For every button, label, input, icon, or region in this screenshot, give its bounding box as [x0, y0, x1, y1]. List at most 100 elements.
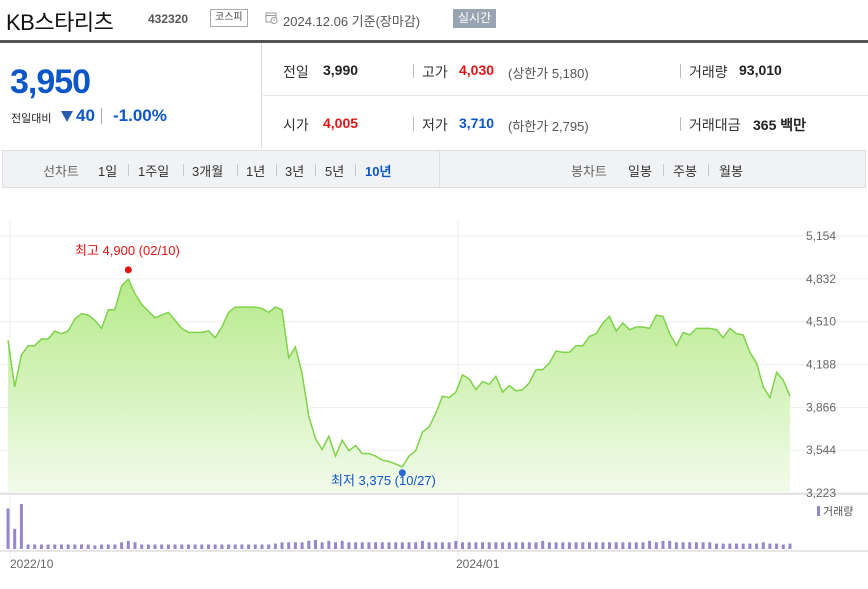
volume-bar — [634, 542, 638, 550]
tab-5y[interactable]: 5년 — [325, 164, 345, 179]
divider — [680, 64, 681, 78]
volume-bar — [33, 544, 37, 549]
volume-bar — [193, 544, 197, 549]
volume-bar — [220, 544, 224, 549]
volume-bar — [300, 542, 304, 550]
volume-bar — [541, 540, 545, 549]
low-value: 3,710 — [459, 115, 495, 131]
volume-bar — [340, 540, 344, 549]
change-label: 전일대비 — [11, 113, 52, 125]
upper-limit: (상한가 5,180) — [508, 66, 589, 81]
volume-bar — [588, 542, 591, 550]
volume-bar — [320, 542, 324, 550]
volume-label: 거래량 — [689, 64, 728, 80]
volume-bar — [227, 544, 231, 549]
divider — [183, 164, 184, 176]
volume-bar — [387, 542, 391, 550]
volume-bar — [314, 540, 317, 549]
y-tick-label: 4,510 — [806, 315, 836, 329]
volume-bar — [755, 543, 759, 549]
volume-bar — [614, 542, 618, 550]
volume-bar — [394, 542, 398, 550]
low-marker — [398, 469, 406, 477]
volume-bar — [501, 542, 505, 550]
volume-bar — [13, 528, 17, 550]
tab-1y[interactable]: 1년 — [246, 164, 266, 179]
price-area — [8, 279, 790, 493]
volume-bar — [86, 544, 90, 549]
volume-bar — [694, 542, 698, 550]
price-chart[interactable]: 5,154 4,832 4,510 4,188 3,866 3,544 3,223 최고 4… — [0, 220, 868, 589]
volume-bar — [146, 544, 150, 549]
tab-1d[interactable]: 1일 — [98, 164, 118, 179]
divider — [708, 164, 709, 176]
y-axis: 5,154 4,832 4,510 4,188 3,866 3,544 3,223 — [806, 229, 836, 500]
volume-bar — [494, 542, 498, 550]
volume-bar — [574, 542, 578, 550]
y-tick-label: 3,866 — [806, 400, 836, 414]
clock-icon — [265, 12, 278, 24]
volume-legend: 거래량 — [823, 505, 853, 518]
high-value: 4,030 — [459, 62, 495, 78]
volume-bar — [26, 544, 30, 549]
tab-weekly[interactable]: 주봉 — [673, 164, 697, 179]
volume-bar — [715, 543, 718, 549]
volume-bar — [360, 542, 364, 550]
volume-bar — [293, 542, 297, 550]
volume-bar — [688, 542, 692, 550]
volume-bar — [327, 540, 331, 549]
realtime-button[interactable]: 실시간 — [453, 9, 497, 28]
volume-bar — [240, 544, 244, 549]
volume-bar — [53, 544, 57, 549]
volume-bar — [126, 540, 130, 549]
volume-bar — [260, 544, 264, 549]
volume-bar — [133, 542, 137, 550]
prev-close-label: 전일 — [283, 64, 309, 80]
tab-1w[interactable]: 1주일 — [138, 164, 170, 179]
volume-bar — [100, 544, 104, 549]
volume-bar — [608, 542, 611, 550]
tab-monthly[interactable]: 월봉 — [719, 164, 743, 179]
volume-bar — [581, 542, 585, 550]
volume-bar — [547, 542, 551, 550]
volume-bar — [735, 543, 738, 549]
high-label: 고가 — [422, 64, 448, 80]
price-line — [7, 277, 791, 468]
trade-amount-value: 365 백만 — [753, 117, 807, 133]
volume-bar — [173, 544, 177, 549]
divider — [355, 164, 356, 176]
x-label-2022-10: 2022/10 — [10, 557, 54, 571]
volume-bar — [374, 542, 378, 550]
volume-bar — [420, 540, 424, 549]
stock-header: KB스타리츠 432320 코스피 2024.12.06 기준(장마감) 실시간 — [0, 0, 868, 40]
x-label-2024-01: 2024/01 — [456, 557, 500, 571]
row-divider — [263, 95, 868, 96]
volume-bar — [166, 544, 170, 549]
volume-bar — [287, 542, 291, 550]
volume-bar — [280, 542, 284, 550]
volume-bar — [73, 544, 77, 549]
volume-value: 93,010 — [739, 62, 782, 78]
tab-3m[interactable]: 3개월 — [192, 164, 224, 179]
volume-bar — [247, 544, 251, 549]
volume-legend-swatch — [817, 506, 820, 516]
down-triangle-icon — [61, 111, 73, 122]
y-tick-label: 3,544 — [806, 443, 836, 457]
volume-bar — [434, 542, 438, 550]
volume-bar — [461, 542, 464, 550]
prev-close-value: 3,990 — [323, 62, 359, 78]
tab-daily[interactable]: 일봉 — [628, 164, 652, 179]
divider — [128, 164, 129, 176]
low-annotation: 최저 3,375 (10/27) — [331, 473, 436, 488]
volume-bar — [507, 542, 511, 550]
stock-code: 432320 — [148, 12, 189, 26]
tab-3y[interactable]: 3년 — [285, 164, 305, 179]
volume-bar — [233, 544, 237, 549]
volume-bar — [661, 540, 665, 549]
volume-bar — [93, 545, 97, 549]
volume-bar — [788, 543, 792, 549]
tab-10y[interactable]: 10년 — [365, 164, 392, 179]
volume-bar — [66, 544, 70, 549]
line-chart-label: 선차트 — [43, 164, 79, 179]
volume-bar — [701, 542, 705, 550]
